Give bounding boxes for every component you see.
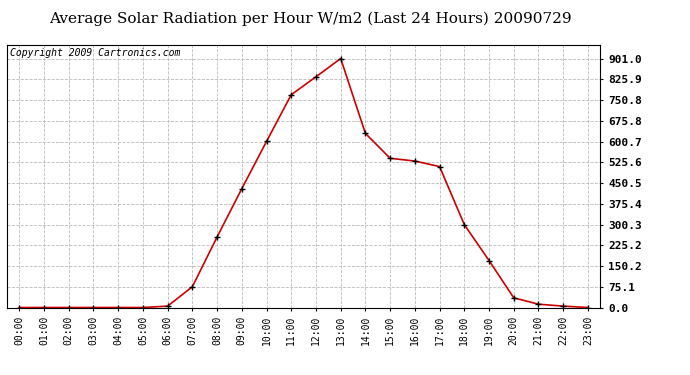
Text: Average Solar Radiation per Hour W/m2 (Last 24 Hours) 20090729: Average Solar Radiation per Hour W/m2 (L…	[49, 11, 572, 26]
Text: Copyright 2009 Cartronics.com: Copyright 2009 Cartronics.com	[10, 48, 180, 58]
